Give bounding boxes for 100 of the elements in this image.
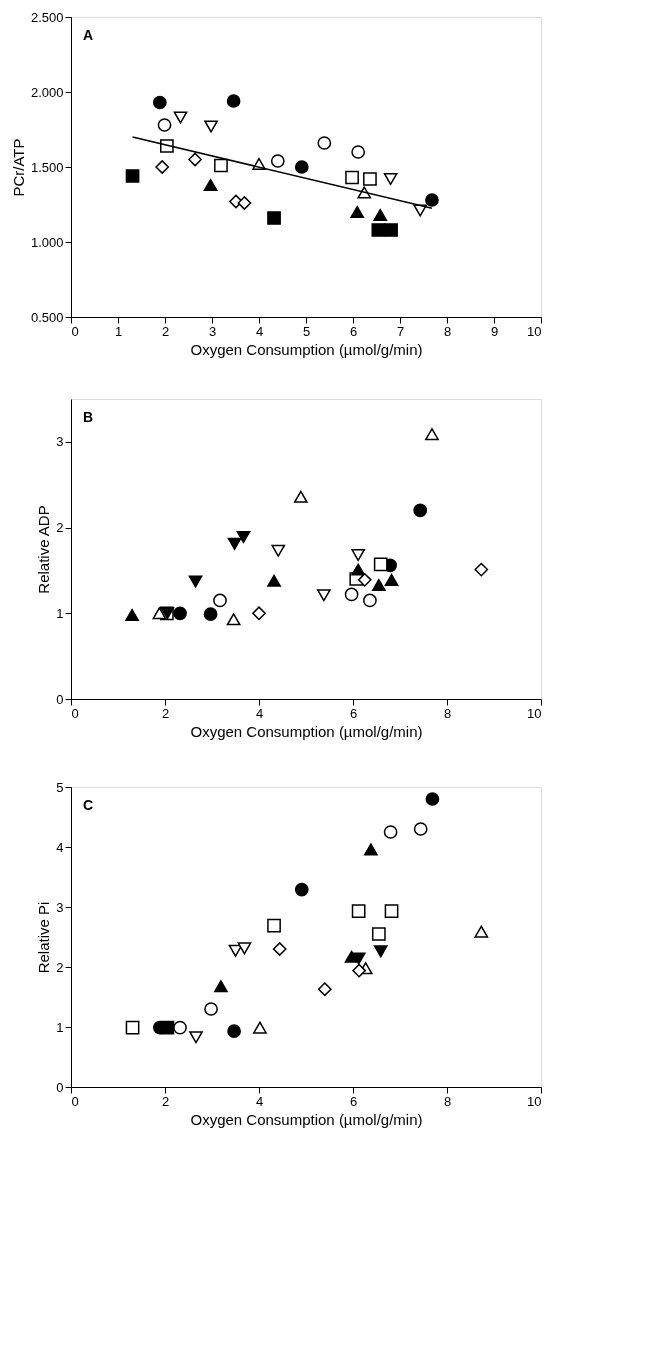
point [351, 563, 366, 576]
y-axis-title: Relative Pi [35, 901, 53, 974]
point [237, 942, 252, 955]
point [383, 825, 398, 839]
point [160, 1020, 175, 1035]
point [363, 172, 377, 186]
y-tick-label: 2 [56, 520, 64, 536]
point [413, 503, 428, 518]
point [345, 170, 359, 185]
point [188, 575, 203, 588]
point [270, 154, 285, 168]
x-tick-label: 0 [71, 323, 79, 339]
point [173, 111, 188, 124]
annotation: A [83, 27, 94, 43]
x-tick-label: 2 [161, 1093, 170, 1109]
x-tick-label: 10 [527, 323, 542, 339]
point [294, 160, 309, 174]
x-tick-label: 10 [527, 705, 542, 721]
point [253, 1021, 267, 1034]
point [425, 792, 440, 806]
point [371, 927, 386, 941]
x-tick-label: 3 [208, 323, 217, 339]
point [203, 178, 218, 192]
point [237, 196, 252, 210]
x-tick-label: 2 [161, 705, 170, 721]
point [344, 950, 359, 963]
x-axis-title: Oxygen Consumption (µmol/g/min) [190, 722, 423, 740]
point [173, 606, 187, 621]
y-tick-label: 2 [56, 959, 64, 975]
point [272, 942, 287, 956]
point [125, 169, 140, 183]
point [425, 193, 439, 207]
point [317, 982, 332, 997]
point [425, 428, 439, 441]
point [351, 548, 366, 562]
y-tick-label: 1 [56, 1019, 64, 1035]
y-tick-label: 2.000 [30, 84, 64, 100]
point [371, 223, 386, 237]
point [204, 120, 218, 133]
point [125, 1020, 140, 1035]
point [363, 593, 377, 608]
point [214, 980, 228, 993]
point [352, 963, 366, 978]
point [267, 574, 281, 587]
y-tick-label: 1.000 [30, 234, 64, 250]
point [351, 145, 366, 159]
point [267, 918, 281, 933]
x-tick-label: 7 [396, 323, 405, 339]
point [316, 589, 331, 602]
x-tick-label: 6 [349, 1093, 358, 1109]
y-tick-label: 2.500 [30, 9, 64, 25]
point [293, 490, 308, 503]
point [317, 136, 332, 150]
point [188, 152, 202, 167]
point [236, 530, 251, 544]
x-tick-label: 6 [349, 323, 358, 339]
x-tick-label: 4 [255, 323, 264, 339]
point [413, 822, 428, 836]
point [213, 593, 227, 608]
point [203, 607, 218, 621]
point [350, 205, 365, 219]
point [267, 211, 281, 225]
y-tick-label: 0.500 [30, 309, 64, 325]
x-tick-label: 8 [443, 323, 452, 339]
point [344, 587, 359, 602]
y-tick-label: 0 [56, 691, 64, 707]
point [384, 904, 399, 919]
y-tick-label: 0 [56, 1079, 64, 1095]
point [152, 95, 167, 110]
x-tick-label: 4 [255, 705, 264, 721]
point [371, 578, 386, 592]
point [271, 544, 286, 557]
point [252, 606, 266, 621]
y-tick-label: 3 [56, 434, 64, 450]
point [173, 1020, 187, 1035]
x-axis-title: Oxygen Consumption (µmol/g/min) [190, 340, 423, 358]
point [363, 843, 378, 856]
point [383, 172, 398, 186]
point [157, 118, 172, 132]
y-tick-label: 1.500 [30, 159, 64, 175]
point [474, 925, 489, 938]
x-tick-label: 10 [527, 1093, 542, 1109]
point [189, 1031, 203, 1044]
x-tick-label: 2 [161, 323, 170, 339]
point [384, 573, 399, 586]
point [152, 607, 167, 620]
annotation: C [83, 797, 94, 813]
x-axis-title: Oxygen Consumption (µmol/g/min) [190, 1110, 423, 1128]
point [214, 158, 228, 173]
point [155, 160, 170, 174]
x-tick-label: 5 [302, 323, 311, 339]
point [474, 562, 489, 577]
x-tick-label: 0 [71, 705, 79, 721]
point [227, 1024, 241, 1039]
y-axis-title: PCr/ATP [9, 138, 27, 197]
point [228, 944, 243, 957]
x-tick-label: 1 [114, 323, 123, 339]
point [226, 94, 241, 108]
y-tick-label: 5 [56, 779, 64, 795]
point [204, 1002, 218, 1016]
